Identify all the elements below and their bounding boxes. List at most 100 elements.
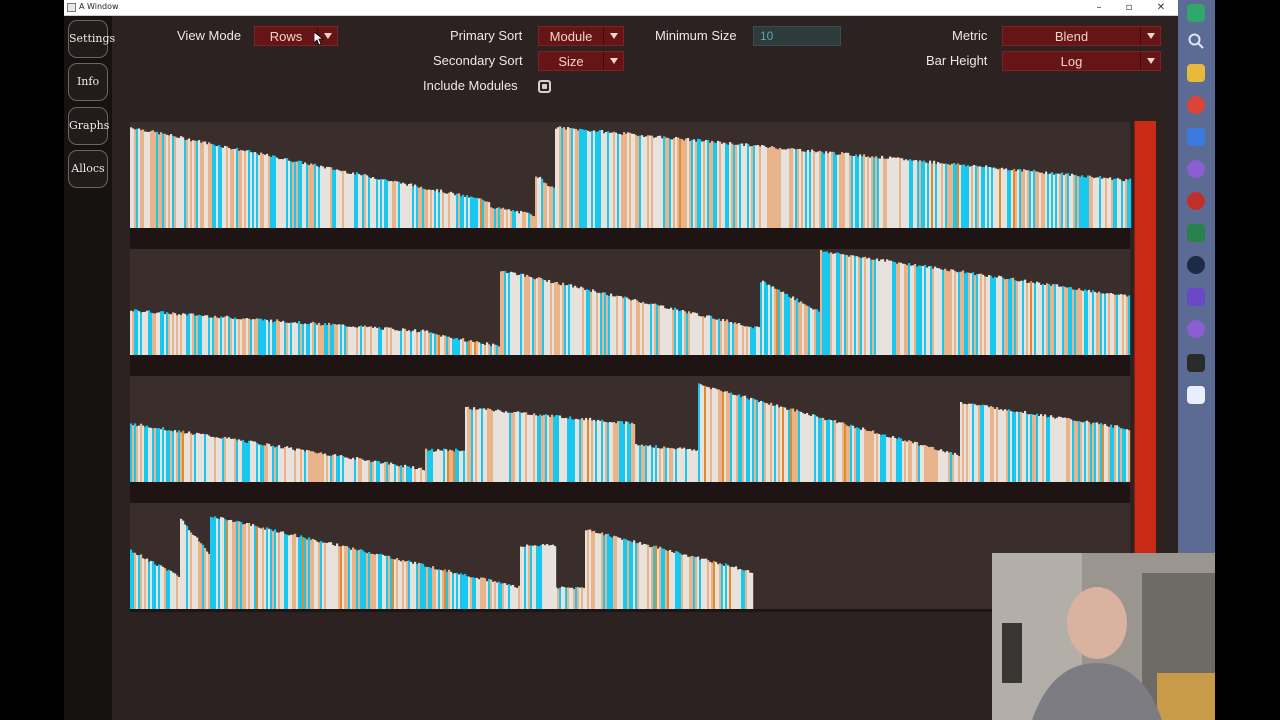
allocation-bar[interactable] [796,409,799,482]
allocation-bar[interactable] [294,450,297,482]
allocation-bar[interactable] [687,556,690,609]
allocation-bar[interactable] [372,461,375,482]
allocation-bar[interactable] [164,314,167,355]
allocation-bar[interactable] [1026,413,1029,482]
allocation-bar[interactable] [946,451,949,482]
allocation-bar[interactable] [148,561,151,609]
allocation-bar[interactable] [983,167,986,228]
allocation-bar[interactable] [925,162,928,228]
allocation-bar[interactable] [512,210,515,228]
allocation-bar[interactable] [890,260,893,355]
allocation-bar[interactable] [312,451,315,482]
allocation-bar[interactable] [346,173,349,228]
allocation-bar[interactable] [212,317,215,355]
allocation-bar[interactable] [617,133,620,228]
allocation-bar[interactable] [1105,178,1108,228]
allocation-bar[interactable] [520,210,523,228]
allocation-bar[interactable] [758,327,761,355]
allocation-bar[interactable] [226,520,229,609]
allocation-bar[interactable] [633,423,636,482]
allocation-bar[interactable] [681,554,684,609]
allocation-bar[interactable] [619,537,622,609]
allocation-bar[interactable] [1090,424,1093,482]
allocation-bar[interactable] [152,130,155,228]
allocation-bar[interactable] [938,268,941,355]
allocation-bar[interactable] [376,328,379,355]
allocation-bar[interactable] [656,304,659,355]
allocation-bar[interactable] [727,565,730,609]
allocation-bar[interactable] [230,149,233,228]
allocation-bar[interactable] [162,311,165,355]
allocation-bar[interactable] [798,302,801,355]
allocation-bar[interactable] [500,583,503,609]
allocation-bar[interactable] [1008,279,1011,355]
allocation-bar[interactable] [180,315,183,355]
allocation-bar[interactable] [978,273,981,355]
allocation-bar[interactable] [720,320,723,355]
allocation-bar[interactable] [1062,286,1065,355]
allocation-bar[interactable] [494,344,497,355]
allocation-bar[interactable] [673,138,676,228]
allocation-bar[interactable] [788,409,791,482]
allocation-bar[interactable] [497,409,500,482]
allocation-bar[interactable] [498,581,501,609]
allocation-bar[interactable] [218,318,221,355]
allocation-bar[interactable] [374,178,377,228]
allocation-bar[interactable] [764,281,767,355]
allocation-bar[interactable] [812,309,815,355]
allocation-bar[interactable] [352,172,355,228]
allocation-bar[interactable] [1087,175,1090,228]
allocation-bar[interactable] [334,169,337,228]
allocation-bar[interactable] [206,144,209,228]
allocation-bar[interactable] [684,311,687,355]
allocation-bar[interactable] [332,544,335,609]
allocation-bar[interactable] [234,438,237,482]
allocation-bar[interactable] [738,323,741,355]
allocation-bar[interactable] [520,273,523,355]
allocation-bar[interactable] [552,544,555,609]
allocation-bar[interactable] [240,149,243,228]
allocation-bar[interactable] [276,319,279,355]
allocation-bar[interactable] [677,137,680,228]
allocation-bar[interactable] [593,530,596,609]
allocation-bar[interactable] [196,537,199,609]
allocation-bar[interactable] [376,179,379,228]
allocation-bar[interactable] [505,411,508,482]
allocation-bar[interactable] [1035,171,1038,228]
allocation-bar[interactable] [768,404,771,482]
allocation-bar[interactable] [681,448,684,482]
allocation-bar[interactable] [244,318,247,355]
allocation-bar[interactable] [150,312,153,355]
allocation-bar[interactable] [392,559,395,609]
allocation-bar[interactable] [515,411,518,482]
allocation-bar[interactable] [872,259,875,355]
allocation-bar[interactable] [1118,294,1121,355]
allocation-bar[interactable] [1010,411,1013,482]
allocation-bar[interactable] [1003,169,1006,228]
allocation-bar[interactable] [238,150,241,228]
allocation-bar[interactable] [574,285,577,355]
allocation-bar[interactable] [142,129,145,228]
allocation-bar[interactable] [559,126,562,228]
allocation-bar[interactable] [490,346,493,355]
allocation-bar[interactable] [520,546,523,609]
allocation-bar[interactable] [360,175,363,228]
allocation-bar[interactable] [926,267,929,355]
allocation-bar[interactable] [519,412,522,482]
allocation-bar[interactable] [428,566,431,609]
allocation-bar[interactable] [992,407,995,482]
allocation-bar[interactable] [1018,411,1021,482]
allocation-bar[interactable] [512,272,515,355]
allocation-bar[interactable] [1028,414,1031,482]
allocation-bar[interactable] [780,406,783,482]
allocation-bar[interactable] [626,297,629,355]
allocation-bar[interactable] [432,189,435,228]
allocation-bar[interactable] [997,169,1000,228]
allocation-bar[interactable] [532,545,535,609]
allocation-bar[interactable] [786,293,789,355]
allocation-bar[interactable] [786,409,789,482]
allocation-bar[interactable] [340,455,343,482]
allocation-bar[interactable] [852,425,855,482]
allocation-bar[interactable] [499,410,502,482]
allocation-bar[interactable] [545,183,548,228]
